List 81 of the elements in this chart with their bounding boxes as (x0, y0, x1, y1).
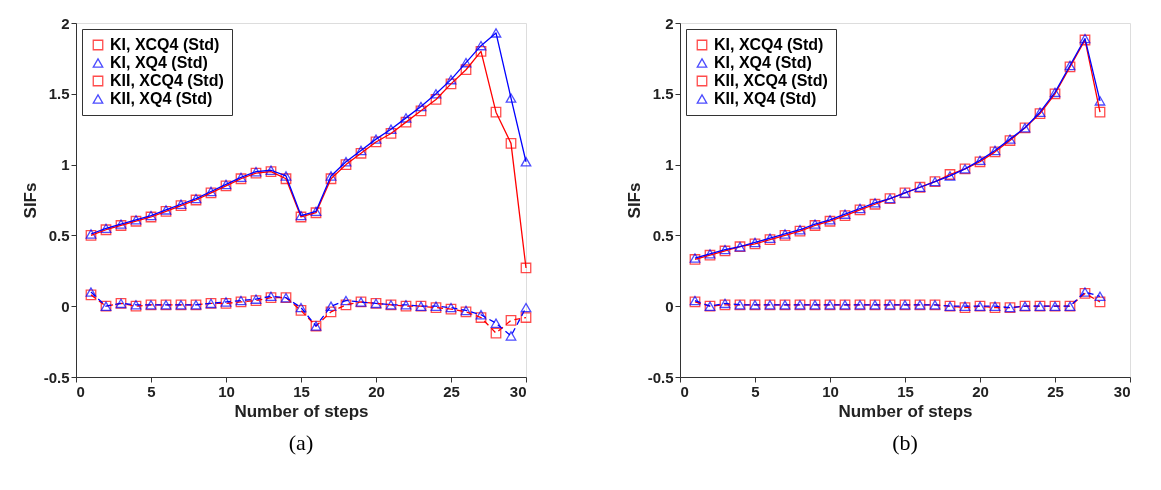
y-tick-label: 1.5 (48, 85, 70, 103)
point (445, 74, 457, 85)
point (490, 106, 502, 118)
point (430, 94, 442, 105)
legend-label: KII, XCQ4 (Std) (714, 72, 828, 89)
legend-label: KII, XQ4 (Std) (714, 90, 817, 107)
x-tick-label: 10 (822, 382, 839, 400)
point (490, 28, 502, 38)
x-tick-label: 30 (1113, 382, 1131, 400)
point (340, 295, 352, 306)
point (85, 287, 97, 297)
point (280, 171, 292, 181)
point (385, 128, 397, 139)
point (1094, 296, 1106, 308)
x-tick-label: 0 (680, 382, 689, 400)
y-axis-title: SIFs (20, 182, 40, 219)
point (505, 314, 517, 326)
x-tick-label: 15 (897, 382, 914, 400)
point (325, 301, 337, 311)
text: (a) (288, 430, 314, 455)
x-tick-label: 30 (509, 382, 527, 400)
point (325, 171, 337, 181)
legend-label: KII, XQ4 (Std) (110, 90, 213, 107)
y-tick-label: 0 (61, 297, 70, 315)
y-tick-label: -0.5 (647, 368, 674, 386)
x-axis-title: Number of steps (234, 401, 369, 421)
point (490, 327, 502, 339)
point (520, 302, 532, 313)
point (505, 331, 517, 341)
y-tick-label: 0 (665, 297, 674, 315)
x-tick-label: 15 (293, 382, 310, 400)
point (520, 262, 532, 274)
point (505, 137, 517, 149)
point (370, 134, 382, 144)
point (445, 78, 457, 90)
point (400, 116, 412, 128)
point (340, 299, 352, 311)
point (460, 57, 472, 68)
point (325, 306, 337, 318)
point (475, 45, 487, 57)
y-axis-title: SIFs (624, 182, 644, 219)
legend-label: KI, XQ4 (Std) (110, 54, 208, 71)
y-tick-label: 1 (665, 156, 674, 174)
x-tick-label: 20 (368, 382, 385, 400)
y-tick-label: -0.5 (43, 368, 70, 386)
y-tick-label: 2 (665, 14, 674, 32)
point (1094, 96, 1106, 106)
y-tick-label: 2 (61, 14, 70, 32)
x-tick-label: 10 (218, 382, 235, 400)
x-axis-title: Number of steps (838, 401, 973, 421)
point (385, 124, 397, 134)
point (475, 40, 487, 51)
legend-label: KI, XCQ4 (Std) (110, 36, 220, 53)
x-tick-label: 25 (1047, 382, 1064, 400)
x-tick-label: 25 (443, 382, 460, 400)
legend-label: KI, XCQ4 (Std) (714, 36, 824, 53)
point (400, 113, 412, 123)
x-tick-label: 5 (751, 382, 760, 400)
point (325, 173, 337, 185)
y-tick-label: 1.5 (652, 85, 674, 103)
point (85, 289, 97, 301)
point (460, 64, 472, 76)
point (280, 173, 292, 185)
legend-label: KII, XCQ4 (Std) (110, 72, 224, 89)
x-tick-label: 0 (76, 382, 85, 400)
y-tick-label: 0.5 (652, 226, 674, 244)
y-tick-label: 0.5 (48, 226, 70, 244)
point (505, 93, 517, 103)
legend-label: KI, XQ4 (Std) (714, 54, 812, 71)
y-tick-label: 1 (61, 156, 70, 174)
point (415, 101, 427, 112)
point (415, 105, 427, 117)
point (430, 89, 442, 99)
text: (b) (892, 430, 918, 455)
point (520, 157, 532, 167)
point (1094, 106, 1106, 118)
point (520, 312, 532, 323)
point (490, 318, 502, 328)
x-tick-label: 5 (147, 382, 156, 400)
point (370, 136, 382, 148)
x-tick-label: 20 (972, 382, 989, 400)
